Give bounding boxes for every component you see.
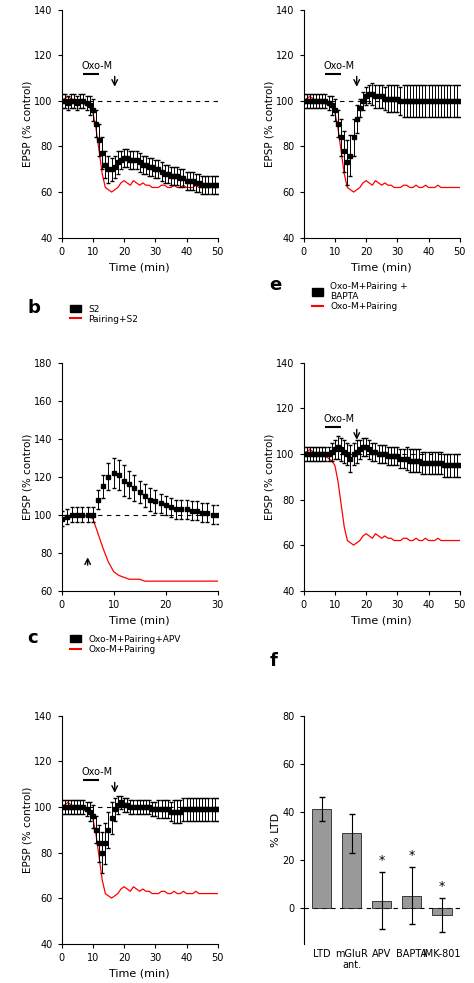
Text: *: *: [438, 881, 445, 894]
Text: *: *: [409, 849, 415, 862]
Y-axis label: EPSP (% control): EPSP (% control): [23, 434, 33, 520]
Y-axis label: EPSP (% control): EPSP (% control): [23, 786, 33, 873]
Text: Oxo-M: Oxo-M: [324, 415, 355, 425]
Text: f: f: [269, 652, 277, 670]
Text: Oxo-M: Oxo-M: [82, 61, 113, 72]
X-axis label: Time (min): Time (min): [109, 615, 170, 625]
X-axis label: Time (min): Time (min): [351, 615, 412, 625]
Text: Oxo-M: Oxo-M: [324, 61, 355, 72]
Text: *: *: [379, 854, 385, 867]
X-axis label: Time (min): Time (min): [109, 262, 170, 272]
Bar: [342, 834, 362, 907]
Y-axis label: EPSP (% control): EPSP (% control): [264, 81, 275, 167]
Text: e: e: [269, 276, 282, 294]
Y-axis label: EPSP (% control): EPSP (% control): [264, 434, 275, 520]
Y-axis label: % LTD: % LTD: [271, 813, 281, 847]
Bar: [312, 809, 331, 907]
Y-axis label: EPSP (% control): EPSP (% control): [23, 81, 33, 167]
Legend: Oxo-M+Pairing+APV, Oxo-M+Pairing: Oxo-M+Pairing+APV, Oxo-M+Pairing: [69, 634, 182, 655]
Text: c: c: [27, 629, 38, 648]
Legend: S2, Pairing+S2: S2, Pairing+S2: [69, 304, 139, 324]
Bar: [432, 907, 452, 915]
Text: b: b: [27, 299, 40, 318]
Bar: [402, 896, 421, 907]
Legend: Oxo-M+Pairing +
BAPTA, Oxo-M+Pairing: Oxo-M+Pairing + BAPTA, Oxo-M+Pairing: [311, 281, 409, 313]
Bar: [372, 900, 392, 907]
X-axis label: Time (min): Time (min): [351, 262, 412, 272]
Text: Oxo-M: Oxo-M: [82, 768, 113, 778]
X-axis label: Time (min): Time (min): [109, 968, 170, 978]
